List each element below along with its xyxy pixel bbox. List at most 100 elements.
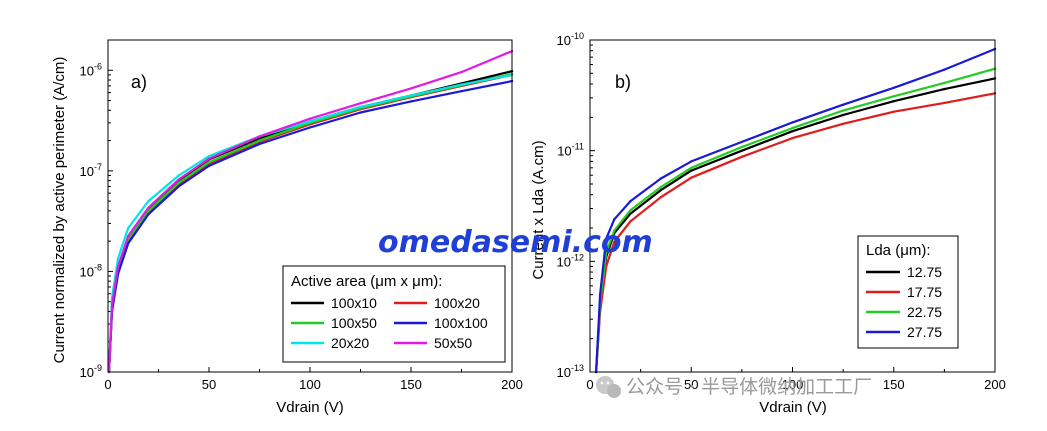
panel-b-data-point: [892, 95, 895, 98]
panel-a-data-point: [258, 135, 261, 138]
panel-a-data-point: [308, 120, 312, 123]
panel-a-x-tick-label: 50: [202, 377, 216, 392]
panel-b-legend-title: Lda (μm):: [866, 242, 931, 259]
panel-a-data-point: [177, 185, 180, 188]
panel-b-y-tick-exp: -11: [572, 142, 584, 152]
panel-b-data-point: [740, 155, 744, 159]
panel-b-chart: Current x Lda (A.cm) Vdrain (V) b) 0 50 10…: [530, 31, 1006, 416]
panel-a-legend-entry: 100x20: [434, 295, 480, 311]
panel-a-legend: Active area (μm x μm): 100x10 100x20 100x5…: [282, 265, 506, 363]
panel-b-x-tick-label: 0: [586, 377, 593, 392]
panel-a-data-point: [127, 226, 130, 230]
panel-a-x-tick-label: 0: [104, 377, 111, 392]
panel-b-data-point: [943, 81, 946, 85]
panel-a-legend-box: [282, 265, 506, 363]
panel-b-y-tick-exp: -13: [571, 363, 584, 373]
panel-a-y-tick-label: 10-8: [80, 262, 102, 279]
panel-b-x-tick-label: 100: [782, 377, 804, 392]
watermark-footer-text: 公众号 · 半导体微纳加工工厂: [626, 376, 872, 398]
panel-b-data-point: [740, 149, 744, 152]
panel-a-data-point: [258, 139, 261, 142]
panel-b-data-point: [659, 195, 663, 199]
panel-a-y-axis-label: Current normalized by active perimeter (…: [51, 57, 68, 364]
panel-b-y-tick-exp: -12: [571, 252, 584, 262]
panel-a-legend-title: Active area (μm x μm):: [291, 273, 442, 290]
panel-a-data-point: [127, 234, 130, 238]
panel-b-data-point: [740, 140, 744, 144]
panel-b-data-point: [841, 109, 845, 112]
panel-a-data-point: [207, 164, 211, 168]
wechat-icon: [596, 376, 621, 398]
panel-a-data-point: [147, 206, 150, 209]
panel-a-y-tick-exp: -8: [94, 262, 102, 272]
watermark-site-text: omedasemi.com: [378, 225, 653, 260]
panel-b-data-point: [892, 86, 895, 89]
panel-a-y-tick-label: 10-9: [80, 363, 102, 380]
panel-a-x-tick-label: 150: [400, 377, 422, 392]
panel-a-y-tick-exp: -7: [94, 162, 102, 172]
panel-a-data-point: [359, 111, 362, 114]
panel-b-data-point: [791, 136, 794, 140]
panel-a-data-point: [258, 142, 261, 146]
panel-b-data-point: [740, 145, 744, 149]
panel-a-data-point: [460, 83, 463, 86]
panel-a-y-tick-label: 10-6: [80, 61, 102, 78]
panel-b-data-point: [690, 166, 693, 170]
panel-b-data-point: [791, 129, 794, 133]
panel-b-data-point: [659, 177, 663, 180]
panel-a-legend-entry: 50x50: [434, 335, 472, 351]
panel-b-data-point: [613, 240, 616, 244]
watermark: omedasemi.com 公众号 · 半导体微纳加工工厂: [378, 225, 872, 398]
panel-a-x-axis-label: Vdrain (V): [276, 399, 344, 416]
panel-b-data-point: [943, 87, 946, 91]
panel-b-series-group: [594, 47, 997, 374]
panel-b-y-tick-base: 10: [557, 365, 571, 380]
panel-a-data-point: [110, 304, 114, 307]
panel-b-data-point: [690, 176, 693, 179]
panel-a-y-tick-base: 10: [80, 63, 94, 78]
panel-a-data-point: [207, 157, 211, 160]
panel-a-x-tick-label: 100: [299, 377, 321, 392]
panel-a-data-point: [409, 94, 413, 97]
panel-a-data-point: [359, 105, 362, 109]
panel-b-plot-frame: [589, 39, 996, 373]
panel-b-y-tick-label: 10-10: [557, 31, 584, 48]
panel-b-x-tick-label: 200: [984, 377, 1006, 392]
panel-b-data-point: [629, 199, 632, 203]
panel-b-data-point: [841, 103, 845, 106]
panel-b-y-tick-label: 10-11: [557, 142, 584, 159]
panel-a-data-point: [116, 265, 120, 268]
panel-b-data-point: [613, 229, 616, 232]
panel-b-data-point: [841, 113, 845, 117]
panel-b-legend-entry: 27.75: [907, 324, 942, 340]
panel-a-data-point: [308, 117, 312, 120]
panel-b-data-point: [629, 208, 632, 212]
panel-a-y-tick-base: 10: [80, 264, 94, 279]
panel-a-data-point: [147, 213, 150, 216]
panel-a-data-point: [409, 87, 413, 90]
panel-a-y-tick-base: 10: [80, 365, 94, 380]
panel-b-data-point: [690, 169, 693, 172]
panel-b-x-tick-label: 150: [883, 377, 905, 392]
panel-a-y-tick-exp: -6: [94, 61, 102, 71]
panel-a-data-point: [177, 181, 180, 185]
panel-a-plot-frame: [107, 39, 513, 373]
panel-b-y-axis-label: Current x Lda (A.cm): [530, 140, 547, 279]
panel-a-x-tick-label: 200: [501, 377, 523, 392]
panel-a-y-tick-label: 10-7: [80, 162, 102, 179]
panel-a-data-point: [207, 154, 211, 158]
panel-b-y-tick-label: 10-13: [557, 363, 584, 380]
panel-b-data-point: [598, 293, 602, 296]
panel-a-series-group: [107, 49, 514, 374]
panel-a-legend-entry: 20x20: [331, 335, 369, 351]
panel-a-data-point: [207, 160, 211, 164]
panel-b-data-point: [605, 237, 608, 240]
panel-b-data-point: [659, 188, 663, 192]
panel-a-data-point: [127, 242, 130, 245]
panel-b-data-point: [892, 110, 895, 113]
panel-a-data-point: [177, 178, 180, 181]
panel-b-data-point: [791, 121, 794, 124]
panel-b-x-axis-label: Vdrain (V): [759, 399, 827, 416]
